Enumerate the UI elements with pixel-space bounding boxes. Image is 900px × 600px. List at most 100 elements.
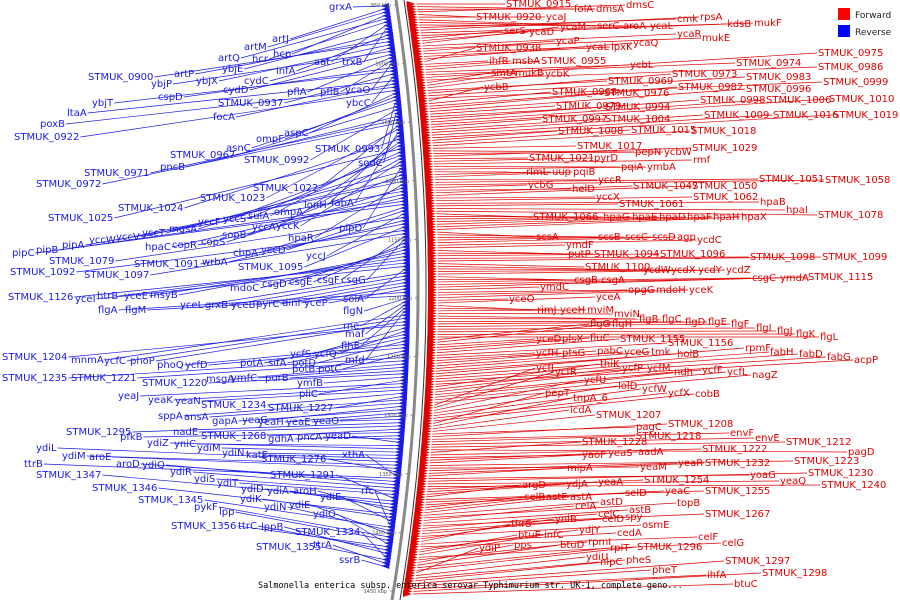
forward-gene-label: STMUK_0938 — [476, 43, 541, 54]
forward-gene-connector — [433, 157, 529, 160]
forward-gene-label: STMUK_0979 — [556, 101, 621, 112]
forward-gene-connector — [436, 351, 624, 367]
reverse-gene-label: trxB — [342, 57, 363, 68]
forward-gene-label: envE — [755, 433, 780, 444]
reverse-gene-label: hcp — [273, 49, 291, 60]
forward-gene-label: STMUK_1019 — [833, 110, 898, 121]
reverse-gene-connector — [310, 109, 396, 161]
reverse-gene-label: pfkB — [120, 432, 143, 443]
forward-gene-label: STMUK_1066 — [533, 212, 598, 223]
forward-gene-connector — [413, 574, 707, 590]
forward-gene-label: mukE — [702, 33, 730, 44]
forward-gene-label: mviN — [614, 309, 640, 320]
forward-gene-label: STMUK_1058 — [825, 175, 890, 186]
forward-gene-label: STMUK_1218 — [636, 431, 701, 442]
forward-gene-label: pepN — [635, 147, 661, 158]
forward-gene-label: ycbK — [545, 69, 570, 80]
reverse-gene-label: aroE — [89, 452, 111, 463]
forward-gene-label: fabD — [799, 349, 823, 360]
forward-gene-connector — [433, 157, 594, 162]
reverse-gene-label: yccW — [89, 235, 116, 246]
forward-gene-connector — [429, 88, 746, 112]
forward-gene-connector — [417, 544, 560, 566]
forward-gene-connector — [436, 351, 651, 369]
forward-gene-label: selD — [625, 488, 647, 499]
forward-gene-label: STMUK_0998 — [700, 95, 765, 106]
forward-gene-connector — [412, 583, 734, 595]
reverse-gene-label: mdoC — [230, 283, 259, 294]
forward-gene-connector — [428, 467, 567, 477]
reverse-gene-label: xthA — [342, 450, 365, 461]
forward-gene-connector — [416, 546, 637, 571]
forward-gene-connector — [433, 392, 545, 424]
reverse-gene-label: yceP — [304, 298, 328, 309]
forward-gene-connector — [415, 561, 600, 579]
forward-gene-connector — [435, 367, 647, 393]
forward-gene-label: hpaX — [741, 212, 767, 223]
reverse-gene-label: rfc — [361, 486, 374, 497]
reverse-gene-connector — [340, 61, 391, 93]
forward-gene-label: opgG — [628, 285, 655, 296]
reverse-gene-label: ydiS — [194, 474, 215, 485]
reverse-gene-connector — [374, 490, 390, 524]
forward-gene-label: flgL — [820, 332, 839, 343]
forward-gene-label: STMUK_1240 — [821, 480, 886, 491]
reverse-gene-connector — [360, 301, 405, 327]
forward-gene-connector — [417, 544, 514, 563]
reverse-gene-connector — [257, 525, 386, 551]
forward-gene-label: yceK — [689, 285, 714, 296]
reverse-gene-label: yceI — [75, 294, 96, 305]
axis-tick-labels: 950 kbp 1000 kbp 1050 kbp 1100 kbp 1150 kbp 1… — [364, 3, 419, 595]
reverse-gene-label: STMUK_1356 — [171, 521, 236, 532]
forward-gene-connector — [437, 252, 594, 255]
reverse-gene-connector — [143, 432, 399, 438]
forward-gene-label: serC — [597, 21, 619, 32]
reverse-gene-label: yeaH — [258, 417, 284, 428]
reverse-gene-label: STMUK_1204 — [2, 352, 67, 363]
reverse-gene-connector — [43, 463, 395, 479]
forward-gene-label: STMUK_1051 — [759, 174, 824, 185]
reverse-gene-connector — [238, 409, 401, 422]
reverse-gene-label: ybjE — [222, 64, 243, 75]
reverse-gene-label: aroD — [116, 459, 140, 470]
forward-gene-connector — [436, 342, 668, 356]
forward-gene-connector — [429, 460, 794, 466]
forward-gene-label: ndh — [674, 367, 693, 378]
forward-gene-label: mukB — [515, 68, 544, 79]
reverse-gene-label: ansA — [184, 412, 209, 423]
forward-gene-label: pyrD — [594, 153, 618, 164]
forward-gene-label: ycfM — [647, 363, 671, 374]
forward-gene-label: nlpC — [600, 557, 622, 568]
reverse-gene-connector — [317, 490, 391, 511]
reverse-gene-label: sulA — [248, 211, 269, 222]
forward-gene-connector — [437, 253, 660, 257]
reverse-gene-connector — [140, 178, 401, 238]
forward-gene-connector — [430, 98, 829, 125]
forward-gene-label: STMUK_1098 — [750, 252, 815, 263]
forward-gene-arrow — [402, 591, 412, 597]
forward-gene-label: ycaR — [677, 29, 702, 40]
forward-gene-label: csgB — [574, 275, 598, 286]
reverse-gene-connector — [199, 425, 399, 433]
reverse-gene-label: yccS — [223, 214, 246, 225]
reverse-gene-connector — [323, 436, 398, 440]
forward-gene-label: STMUK_1021 — [529, 153, 594, 164]
forward-gene-label: astE — [546, 492, 568, 503]
forward-gene-label: thrS — [511, 519, 532, 530]
axis-tick-label: 1000 kbp — [375, 62, 399, 68]
forward-gene-connector — [434, 369, 702, 398]
reverse-gene-label: aat — [314, 57, 330, 68]
forward-gene-label: ycaJ — [546, 12, 567, 23]
forward-gene-connector — [430, 452, 608, 461]
reverse-gene-label: hpaC — [145, 242, 171, 253]
forward-gene-label: ycaQ — [633, 38, 659, 49]
forward-gene-connector — [437, 338, 562, 348]
forward-gene-connector — [425, 64, 630, 73]
reverse-gene-connector — [304, 227, 404, 268]
forward-gene-label: STMUK_1010 — [829, 94, 894, 105]
reverse-gene-label: msgA — [206, 374, 234, 385]
reverse-gene-label: copR — [172, 240, 197, 251]
forward-gene-connector — [437, 298, 509, 301]
forward-gene-connector — [437, 323, 731, 327]
legend-forward-swatch — [838, 8, 850, 20]
